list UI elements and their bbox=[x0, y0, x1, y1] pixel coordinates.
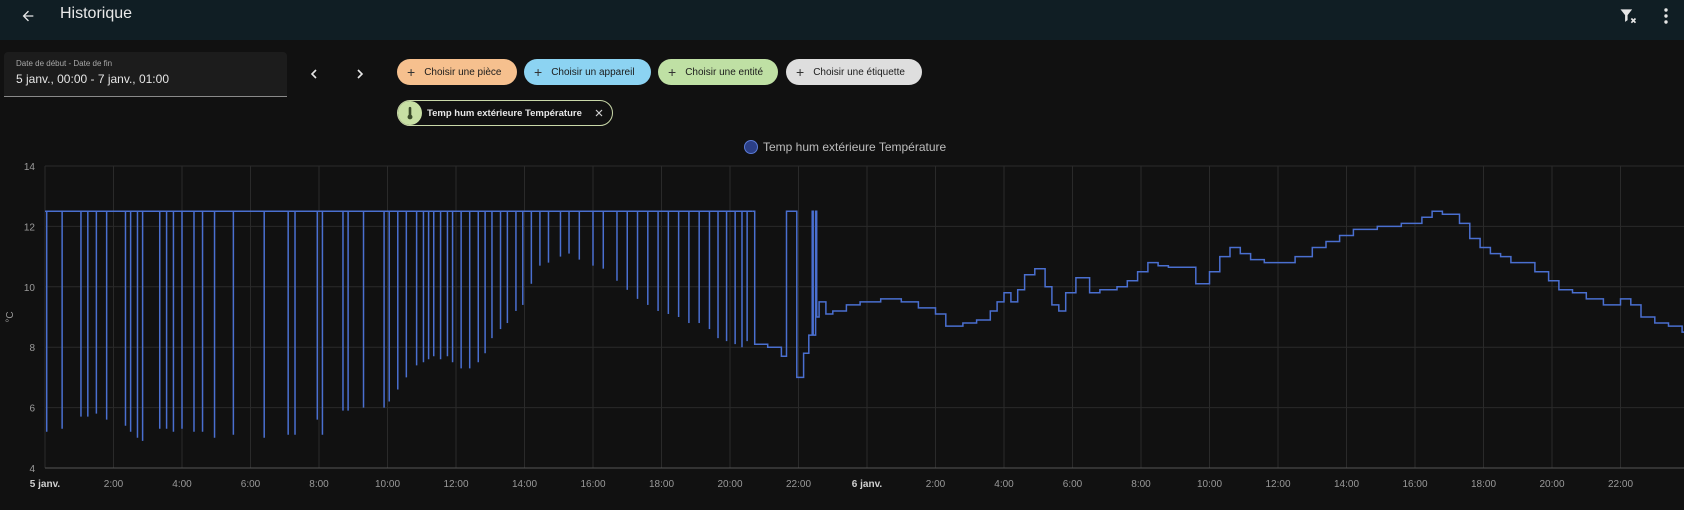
x-tick-label: 6:00 bbox=[241, 479, 261, 490]
clear-filters-button[interactable] bbox=[1614, 2, 1642, 30]
x-tick-label: 2:00 bbox=[104, 479, 124, 490]
y-axis-label: °C bbox=[5, 311, 16, 322]
dots-vertical-icon bbox=[1664, 8, 1668, 24]
x-tick-label: 12:00 bbox=[443, 479, 468, 490]
chart-grid bbox=[44, 165, 1684, 469]
close-icon bbox=[595, 109, 603, 117]
y-tick-label: 10 bbox=[24, 283, 36, 294]
chevron-right-icon bbox=[357, 69, 364, 79]
x-tick-label: 22:00 bbox=[786, 479, 811, 490]
x-tick-label: 14:00 bbox=[1334, 479, 1359, 490]
y-axis: 4 6 8 10 12 14 °C bbox=[5, 162, 35, 475]
legend-label: Temp hum extérieure Température bbox=[763, 140, 947, 154]
x-tick-label: 8:00 bbox=[309, 479, 329, 490]
x-tick-label: 4:00 bbox=[172, 479, 192, 490]
add-area-chip[interactable]: + Choisir une pièce bbox=[397, 59, 517, 85]
x-tick-label: 5 janv. bbox=[30, 479, 61, 490]
x-tick-label: 18:00 bbox=[1471, 479, 1496, 490]
y-tick-label: 6 bbox=[29, 404, 35, 415]
plus-icon: + bbox=[796, 64, 805, 80]
legend-swatch bbox=[744, 140, 758, 154]
add-device-chip[interactable]: + Choisir un appareil bbox=[524, 59, 651, 85]
x-tick-label: 12:00 bbox=[1265, 479, 1290, 490]
selected-entity-chip[interactable]: Temp hum extérieure Température bbox=[397, 100, 613, 126]
back-button[interactable] bbox=[8, 0, 48, 32]
x-tick-label: 2:00 bbox=[926, 479, 946, 490]
remove-entity-button[interactable] bbox=[592, 106, 606, 120]
date-range-value: 5 janv., 00:00 - 7 janv., 01:00 bbox=[16, 72, 169, 86]
filter-remove-icon bbox=[1620, 9, 1637, 24]
selected-entity-label: Temp hum extérieure Température bbox=[427, 107, 582, 119]
x-tick-label: 16:00 bbox=[580, 479, 605, 490]
y-tick-label: 8 bbox=[29, 343, 35, 354]
x-tick-label: 18:00 bbox=[649, 479, 674, 490]
chart-series-layer bbox=[45, 210, 1684, 441]
arrow-left-icon bbox=[22, 10, 34, 22]
top-app-bar: Historique bbox=[0, 0, 1684, 40]
overflow-menu-button[interactable] bbox=[1654, 2, 1678, 30]
x-tick-label: 6:00 bbox=[1063, 479, 1083, 490]
page-title: Historique bbox=[60, 5, 133, 22]
add-device-label: Choisir un appareil bbox=[551, 66, 635, 78]
history-chart[interactable]: 4 6 8 10 12 14 °C 5 janv. 2:00 4:00 6:00 8:00 10:00… bbox=[0, 160, 1684, 510]
y-tick-label: 14 bbox=[24, 162, 36, 173]
date-range-picker[interactable]: Date de début - Date de fin 5 janv., 00:… bbox=[4, 52, 287, 97]
y-tick-label: 4 bbox=[29, 464, 35, 475]
y-tick-label: 12 bbox=[24, 222, 36, 233]
x-tick-label: 4:00 bbox=[994, 479, 1014, 490]
x-tick-label: 6 janv. bbox=[852, 479, 883, 490]
plus-icon: + bbox=[668, 64, 677, 80]
date-range-label: Date de début - Date de fin bbox=[16, 59, 113, 68]
x-tick-label: 22:00 bbox=[1608, 479, 1633, 490]
x-tick-label: 16:00 bbox=[1402, 479, 1427, 490]
plus-icon: + bbox=[407, 64, 416, 80]
x-tick-label: 14:00 bbox=[512, 479, 537, 490]
previous-period-button[interactable] bbox=[300, 60, 328, 88]
series-line bbox=[752, 210, 1684, 379]
add-label-label: Choisir une étiquette bbox=[813, 66, 905, 78]
x-tick-label: 10:00 bbox=[1197, 479, 1222, 490]
next-period-button[interactable] bbox=[346, 60, 374, 88]
x-tick-label: 10:00 bbox=[375, 479, 400, 490]
add-label-chip[interactable]: + Choisir une étiquette bbox=[786, 59, 922, 85]
x-tick-label: 8:00 bbox=[1131, 479, 1151, 490]
add-entity-chip[interactable]: + Choisir une entité bbox=[658, 59, 778, 85]
chevron-left-icon bbox=[310, 69, 317, 79]
plus-icon: + bbox=[534, 64, 543, 80]
x-axis: 5 janv. 2:00 4:00 6:00 8:00 10:00 12:00 14:00 16… bbox=[30, 467, 1684, 490]
chart-legend-item[interactable]: Temp hum extérieure Température bbox=[744, 139, 946, 155]
add-area-label: Choisir une pièce bbox=[424, 66, 502, 78]
thermometer-icon bbox=[398, 101, 422, 125]
x-tick-label: 20:00 bbox=[1539, 479, 1564, 490]
add-entity-label: Choisir une entité bbox=[685, 66, 764, 78]
x-tick-label: 20:00 bbox=[717, 479, 742, 490]
